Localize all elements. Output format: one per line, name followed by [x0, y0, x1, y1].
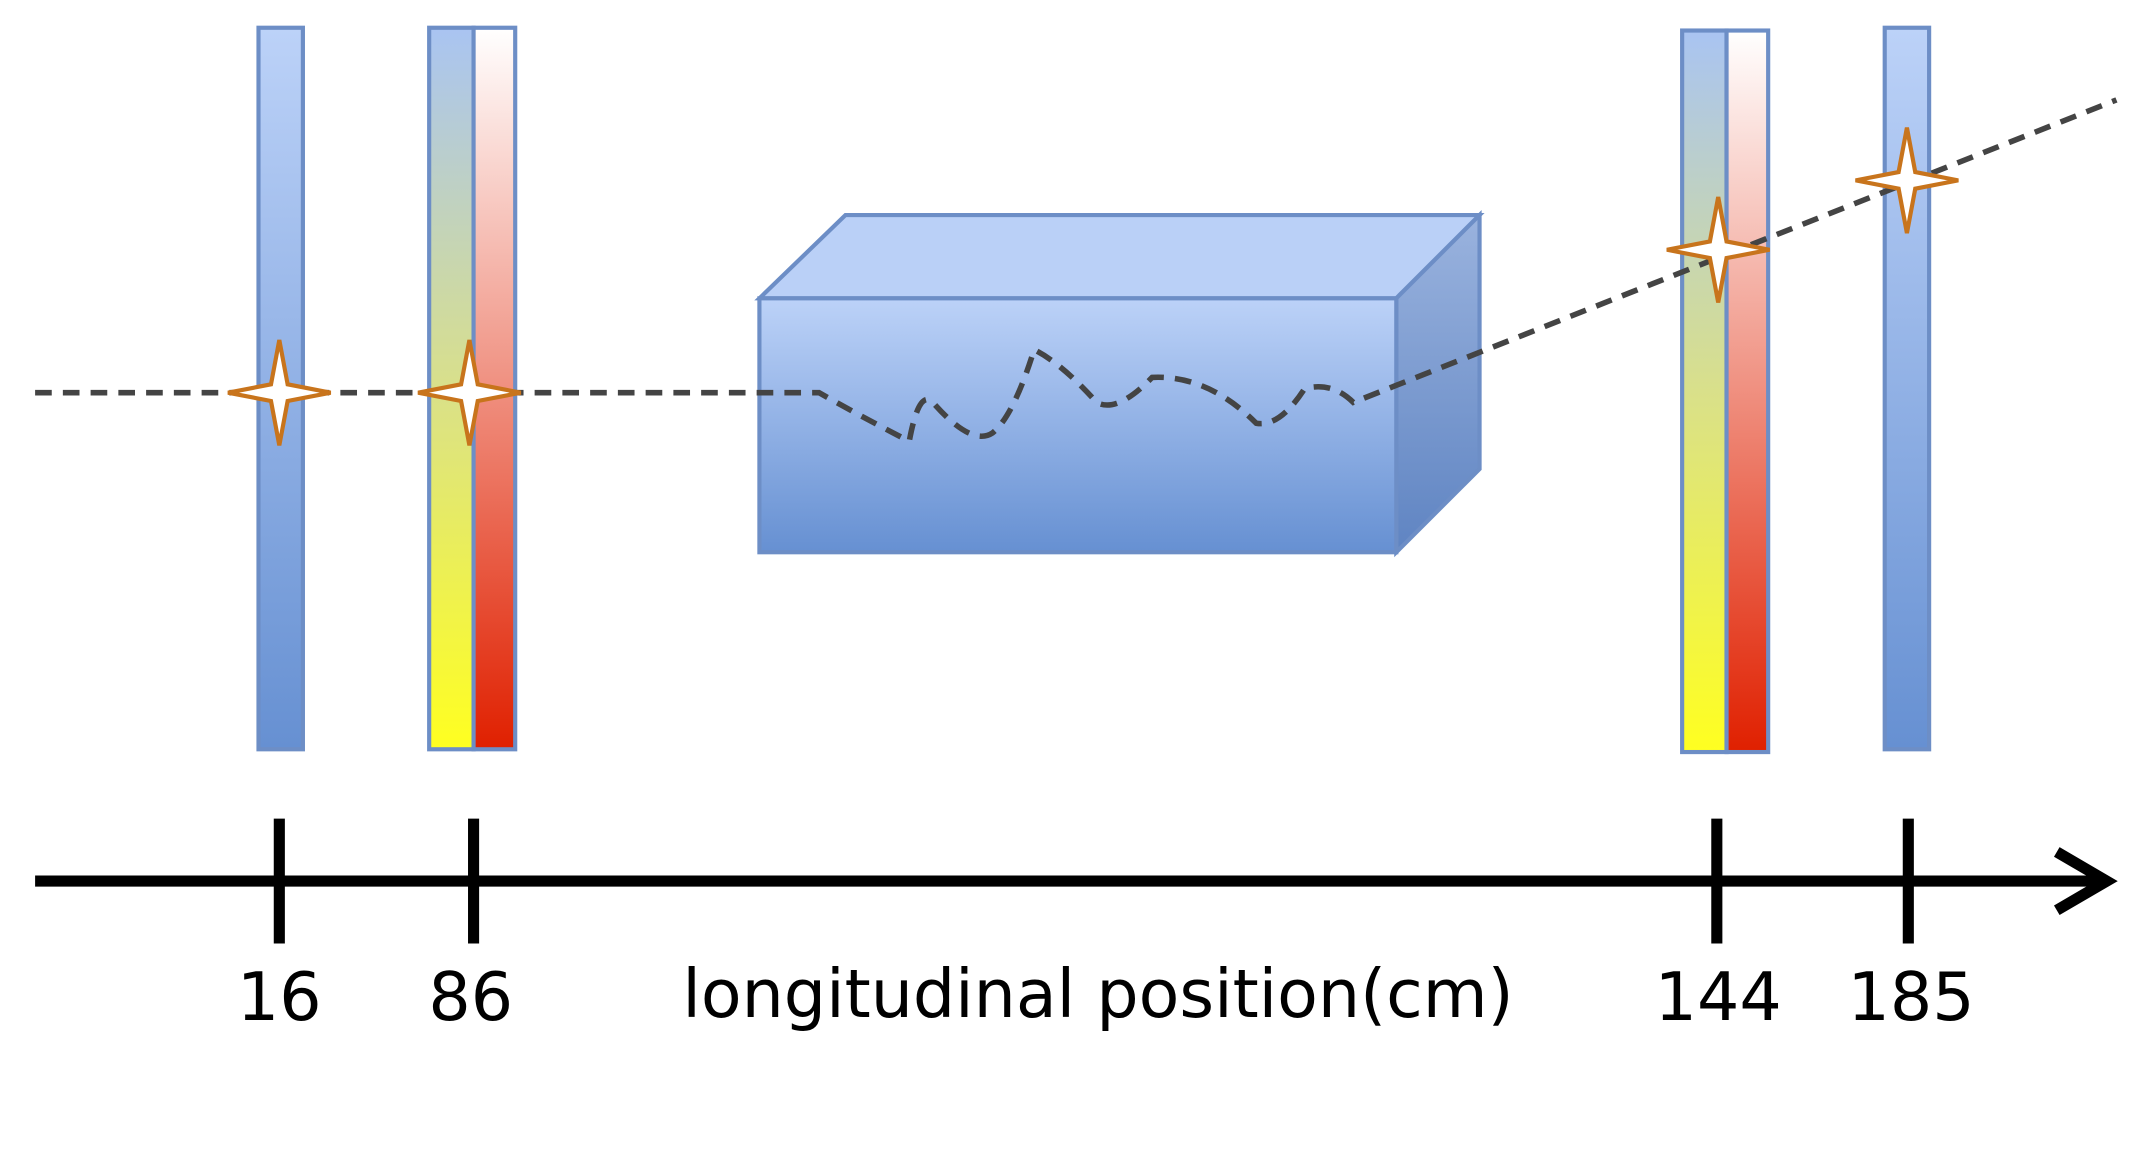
plate: [1680, 28, 1729, 755]
hit-star: [1855, 127, 1959, 234]
box-top: [754, 212, 1485, 301]
plate: [1724, 28, 1771, 755]
tick-label: 86: [428, 958, 513, 1036]
hits: [227, 127, 1959, 446]
box-front: [757, 296, 1399, 555]
tick-label: 144: [1655, 958, 1782, 1036]
hit-star: [1666, 196, 1770, 303]
tick-label: 185: [1848, 958, 1975, 1036]
tick-label: 16: [237, 958, 322, 1036]
target-box: [754, 210, 1485, 558]
axis-arrow: [2053, 847, 2118, 916]
track: [35, 97, 2118, 446]
hit-star: [417, 339, 522, 446]
axis-label: longitudinal position(cm): [682, 955, 1513, 1033]
axis: [35, 818, 2118, 944]
hit-star: [227, 339, 332, 446]
